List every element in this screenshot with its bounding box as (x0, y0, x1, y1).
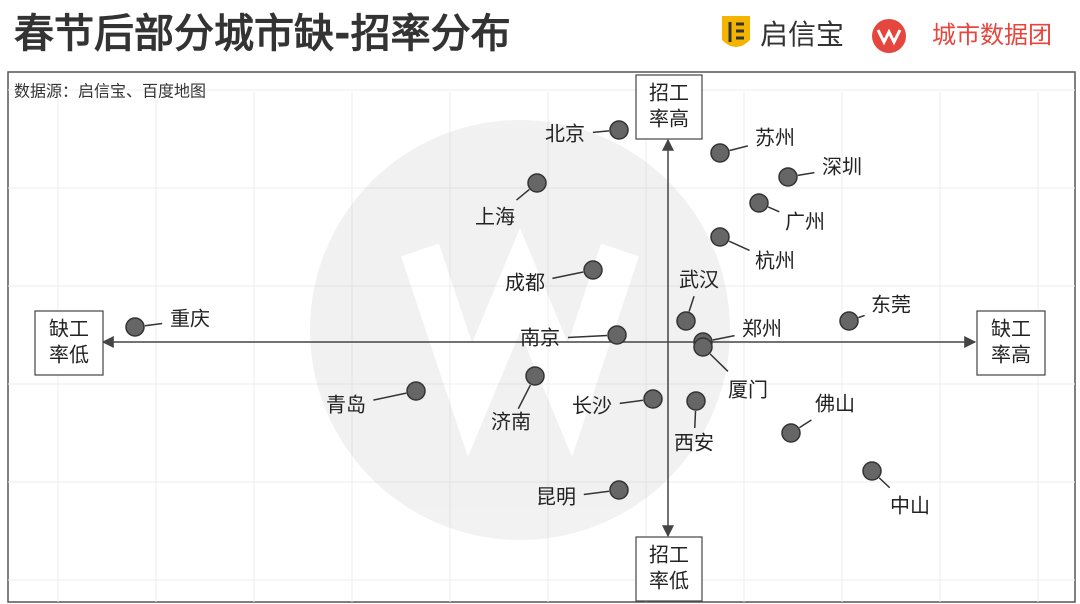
point-label: 昆明 (536, 485, 576, 509)
leader-line (517, 384, 532, 410)
point (749, 193, 769, 213)
brand-name: 城市数据团 (932, 21, 1052, 49)
point (862, 461, 882, 481)
point-label: 上海 (475, 205, 515, 229)
axis-end-box (635, 74, 703, 140)
point-label: 西安 (674, 431, 714, 455)
point-label: 南京 (520, 326, 560, 350)
point-label: 中山 (890, 494, 930, 518)
point (609, 120, 629, 140)
point (778, 167, 798, 187)
axis-end-label: 率低 (49, 343, 89, 367)
plot-frame (7, 71, 1076, 603)
leader-line (373, 392, 407, 401)
point-label: 佛山 (815, 392, 855, 416)
watermark (310, 120, 730, 540)
leader-line (799, 419, 812, 429)
axis-end-label: 缺工 (991, 317, 1031, 341)
chart-title: 春节后部分城市缺-招率分布 (14, 11, 511, 57)
point-label: 成都 (505, 271, 545, 295)
point (839, 311, 859, 331)
brand-city-data: 城市数据团 (872, 19, 1052, 53)
point-label: 重庆 (170, 307, 210, 331)
point-label: 长沙 (572, 394, 612, 418)
point (607, 325, 627, 345)
leader-line (728, 240, 750, 252)
axis-end-label: 率高 (991, 343, 1031, 367)
point-label: 深圳 (822, 155, 862, 179)
axis-end-box (976, 310, 1046, 376)
point (125, 317, 145, 337)
point (710, 143, 730, 163)
point (710, 227, 730, 247)
brand-qixinbao: 启信宝 (722, 16, 844, 51)
point (406, 381, 426, 401)
point-label: 郑州 (742, 317, 782, 341)
leader-line (693, 410, 697, 429)
point-label: 广州 (785, 210, 825, 234)
point-label: 杭州 (755, 249, 795, 273)
leader-line (567, 334, 608, 339)
leader-line (583, 490, 610, 496)
point (527, 173, 547, 193)
leader-line (516, 188, 530, 201)
leader-line (552, 271, 584, 280)
point-label: 东莞 (871, 293, 911, 317)
brand-icon (876, 28, 902, 46)
leader-line (797, 171, 815, 177)
point-label: 厦门 (728, 378, 768, 402)
point (525, 366, 545, 386)
point-label: 武汉 (679, 268, 719, 292)
watermark-circle (310, 120, 730, 540)
axis-end-label: 缺工 (49, 317, 89, 341)
axis-end-label: 招工 (649, 543, 689, 567)
point-label: 北京 (545, 122, 585, 146)
axis-end-label: 招工 (649, 81, 689, 105)
leader-line (688, 295, 695, 312)
point (643, 389, 663, 409)
axis-end-label: 率高 (649, 107, 689, 131)
leader-line (729, 145, 749, 152)
point (693, 337, 713, 357)
leader-line (709, 353, 729, 372)
background-grid (8, 89, 1075, 602)
leader-line (767, 206, 780, 213)
point-label: 济南 (491, 410, 531, 434)
point-label: 苏州 (755, 126, 795, 150)
point-label: 青岛 (326, 393, 366, 417)
axis-end-label: 率低 (649, 569, 689, 593)
point (686, 391, 706, 411)
leader-line (619, 399, 644, 405)
axis-end-box (635, 536, 703, 602)
leader-line (878, 477, 891, 489)
point (676, 311, 696, 331)
source-note: 数据源：启信宝、百度地图 (14, 82, 206, 101)
watermark-mark (401, 228, 639, 457)
point (609, 480, 629, 500)
leader-line (144, 322, 163, 327)
brand-icon (872, 19, 906, 53)
brand-name: 启信宝 (760, 18, 844, 51)
leader-line (712, 334, 735, 341)
axis-end-box (34, 310, 104, 376)
point (583, 260, 603, 280)
point (781, 423, 801, 443)
brand-icon (728, 22, 744, 42)
leader-line (858, 314, 865, 319)
leader-line (592, 130, 610, 134)
